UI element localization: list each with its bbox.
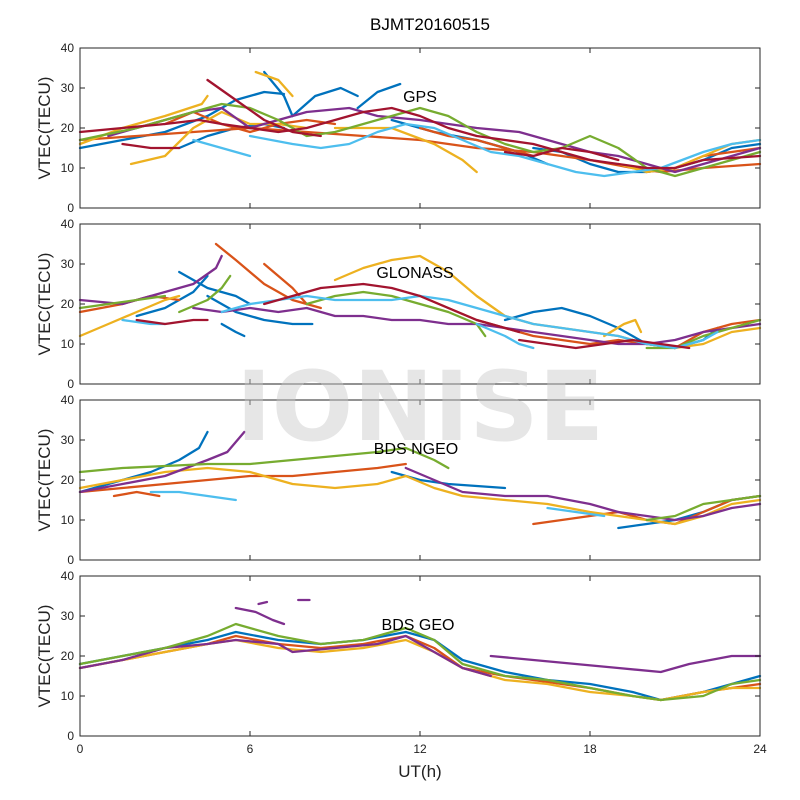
series-line-2-25 bbox=[518, 338, 691, 350]
y-tick-label: 30 bbox=[61, 433, 75, 447]
series-line-3-9 bbox=[404, 466, 762, 522]
y-tick-label: 0 bbox=[67, 553, 74, 567]
y-tick-label: 40 bbox=[61, 569, 75, 583]
y-tick-label: 30 bbox=[61, 257, 75, 271]
series-line-2-23 bbox=[135, 318, 209, 326]
series-line-1-25 bbox=[503, 146, 620, 162]
x-tick-label: 24 bbox=[753, 742, 767, 756]
series-line-2-4 bbox=[220, 322, 246, 338]
subplot-1: 0 10 20 30 40 VTEC(TECU) GPS bbox=[35, 41, 762, 215]
subplot-grid: 0 10 20 30 40 VTEC(TECU) GPS 0 10 20 30 40 VTEC(TECU… bbox=[35, 41, 767, 756]
y-tick-label: 40 bbox=[61, 217, 75, 231]
subplot-2: 0 10 20 30 40 VTEC(TECU) GLONASS bbox=[35, 217, 762, 391]
series-line-2-24 bbox=[263, 282, 521, 334]
y-tick-label: 40 bbox=[61, 41, 75, 55]
y-tick-label: 20 bbox=[61, 121, 75, 135]
y-tick-label: 30 bbox=[61, 81, 75, 95]
series-line-3-7 bbox=[78, 466, 762, 526]
series-line-1-3 bbox=[356, 82, 402, 110]
x-tick-label: 18 bbox=[583, 742, 597, 756]
y-axis-label: VTEC(TECU) bbox=[35, 253, 54, 356]
y-tick-label: 30 bbox=[61, 609, 75, 623]
y-tick-label: 10 bbox=[61, 689, 75, 703]
panel-annotation: BDS NGEO bbox=[374, 441, 458, 458]
panel-annotation: BDS GEO bbox=[382, 617, 455, 634]
y-tick-label: 10 bbox=[61, 161, 75, 175]
series-line-2-22 bbox=[475, 322, 535, 350]
subplot-4: 0 10 20 30 40 0 6 12 18 24 VTEC(TECU) BDS GEO bbox=[35, 569, 767, 756]
series-line-1-10 bbox=[418, 126, 535, 158]
y-tick-label: 20 bbox=[61, 297, 75, 311]
series-line-2-19 bbox=[645, 318, 762, 350]
series-line-3-10 bbox=[78, 446, 450, 474]
series-line-4-7 bbox=[257, 600, 269, 606]
subplot-3: 0 10 20 30 40 VTEC(TECU) BDS NGEO bbox=[35, 393, 762, 567]
x-tick-label: 12 bbox=[413, 742, 427, 756]
series-line-1-7 bbox=[263, 70, 294, 118]
series-line-2-17 bbox=[178, 274, 232, 314]
series-line-1-13 bbox=[129, 110, 308, 166]
series-line-1-19 bbox=[78, 102, 762, 178]
series-line-2-13 bbox=[603, 318, 643, 338]
series-line-2-16 bbox=[78, 294, 167, 310]
x-tick-label: 0 bbox=[77, 742, 84, 756]
series-line-2-18 bbox=[305, 290, 487, 338]
y-axis-label: VTEC(TECU) bbox=[35, 77, 54, 180]
series-line-2-2 bbox=[178, 270, 252, 306]
series-line-1-15 bbox=[333, 126, 478, 174]
x-tick-label: 6 bbox=[247, 742, 254, 756]
series-line-2-11 bbox=[78, 294, 181, 338]
series-line-1-1 bbox=[78, 90, 286, 150]
series-line-1-24 bbox=[206, 78, 322, 138]
series-line-1-23 bbox=[121, 142, 181, 150]
series-line-3-12 bbox=[149, 490, 237, 502]
y-tick-label: 10 bbox=[61, 337, 75, 351]
series-line-3-5 bbox=[112, 490, 161, 498]
y-tick-label: 40 bbox=[61, 393, 75, 407]
y-tick-label: 10 bbox=[61, 513, 75, 527]
y-tick-label: 20 bbox=[61, 649, 75, 663]
series-line-2-3 bbox=[206, 294, 314, 326]
series-line-2-10 bbox=[673, 318, 762, 350]
series-line-3-13 bbox=[546, 506, 606, 518]
x-axis-label: UT(h) bbox=[398, 762, 441, 781]
series-line-1-20 bbox=[192, 138, 252, 158]
y-tick-label: 0 bbox=[67, 729, 74, 743]
series-line-1-2 bbox=[291, 86, 359, 118]
series-line-2-8 bbox=[263, 262, 308, 306]
series-line-1-14 bbox=[254, 70, 294, 98]
series-line-1-18 bbox=[248, 106, 762, 174]
series-line-3-11 bbox=[645, 494, 762, 522]
watermark: IONISE bbox=[236, 351, 604, 463]
series-line-4-9 bbox=[78, 622, 762, 702]
y-axis-label: VTEC(TECU) bbox=[35, 605, 54, 708]
panel-annotation: GPS bbox=[403, 89, 437, 106]
series-line-3-4 bbox=[78, 462, 407, 494]
series-line-4-6 bbox=[234, 606, 286, 626]
series-line-2-21 bbox=[220, 294, 719, 350]
series-line-2-7 bbox=[214, 242, 322, 310]
y-tick-label: 0 bbox=[67, 201, 74, 215]
series-line-4-5 bbox=[489, 654, 762, 674]
series-line-1-22 bbox=[78, 106, 762, 170]
y-axis-label: VTEC(TECU) bbox=[35, 429, 54, 532]
chart-title: BJMT20160515 bbox=[370, 15, 490, 34]
series-line-1-21 bbox=[248, 122, 762, 178]
panel-annotation: GLONASS bbox=[376, 265, 453, 282]
y-tick-label: 0 bbox=[67, 377, 74, 391]
y-tick-label: 20 bbox=[61, 473, 75, 487]
series-line-3-8 bbox=[78, 430, 246, 494]
